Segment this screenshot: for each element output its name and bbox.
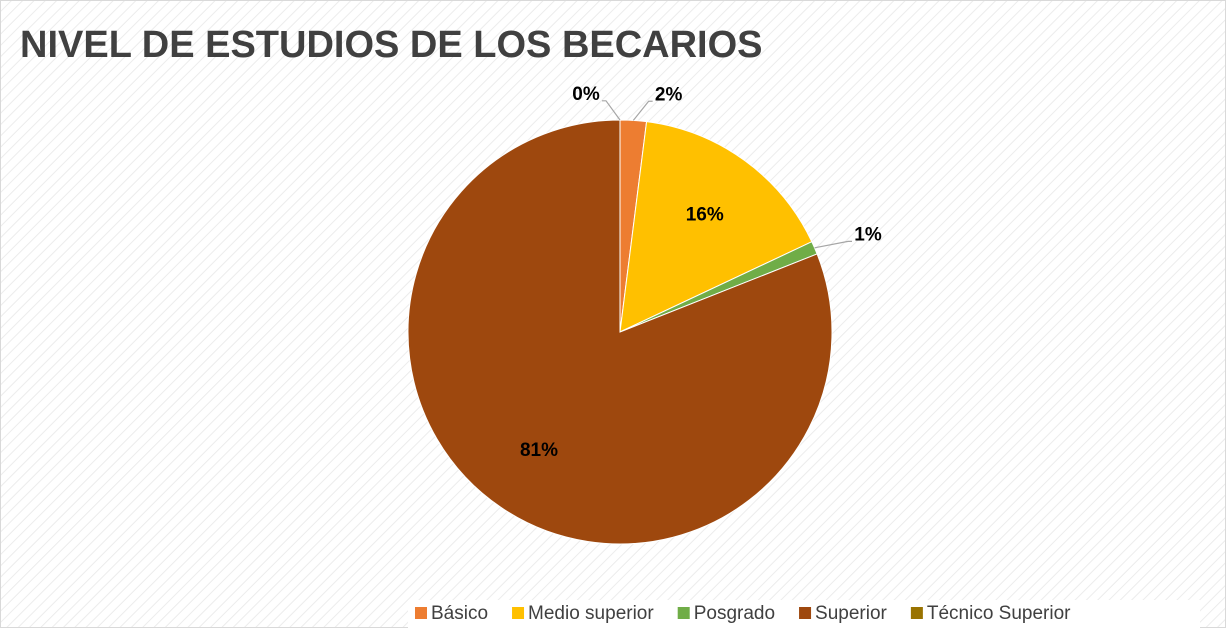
legend-swatch [910,607,923,619]
legend-label: Básico [431,603,488,624]
data-label: 0% [572,84,600,105]
data-label: 16% [686,204,724,225]
legend-swatch [799,607,812,619]
legend-swatch [677,607,690,619]
legend-swatch [415,607,427,619]
legend-label: Posgrado [694,603,775,624]
data-label: 1% [854,224,882,245]
legend-swatch [512,607,525,619]
legend-label: Técnico Superior [927,603,1071,624]
legend-label: Medio superior [528,603,654,624]
leader-line [602,100,621,121]
leader-line [814,240,853,249]
legend-label: Superior [815,603,887,624]
data-label: 81% [520,440,558,461]
data-label: 2% [655,84,683,105]
leader-line [632,100,653,121]
pie-slice [619,121,813,333]
chart-title: NIVEL DE ESTUDIOS DE LOS BECARIOS [20,24,763,66]
